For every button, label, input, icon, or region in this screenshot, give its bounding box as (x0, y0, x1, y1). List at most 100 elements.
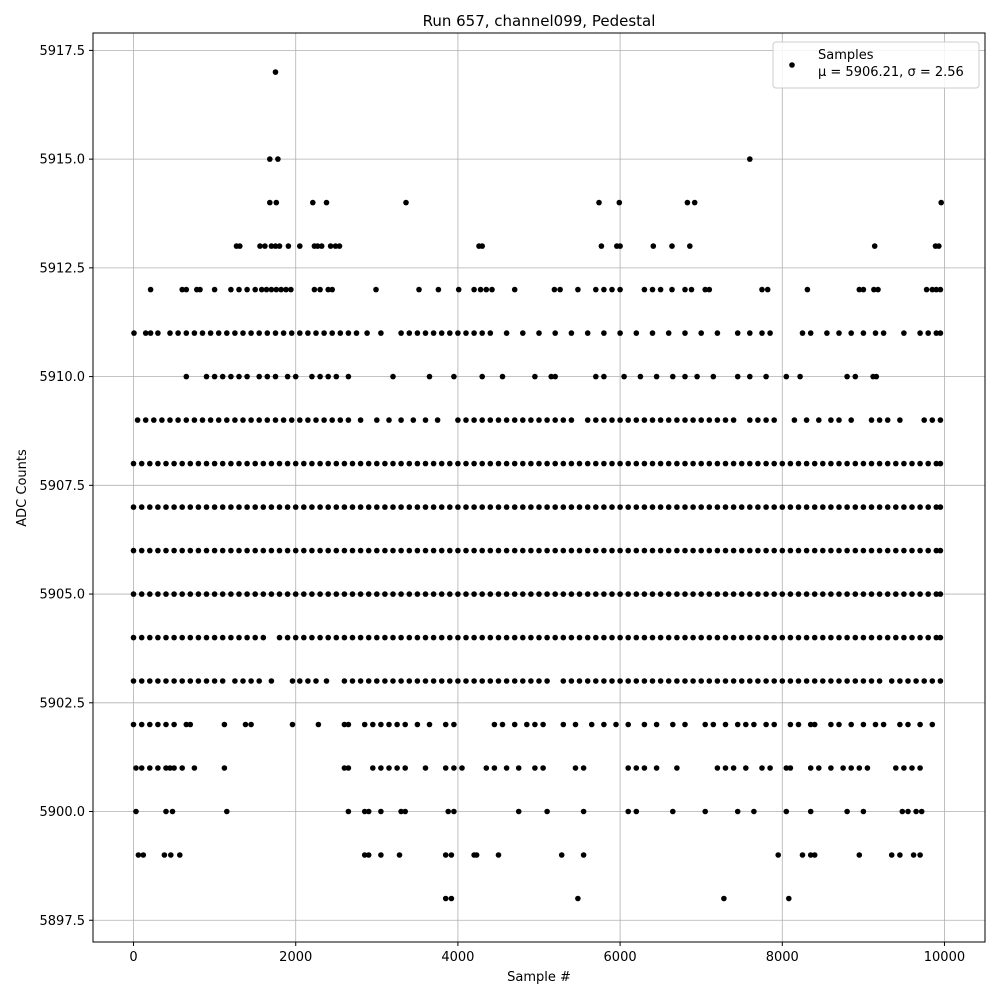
data-point (787, 765, 794, 771)
data-point (575, 286, 581, 293)
data-point (738, 547, 745, 554)
data-point (301, 591, 307, 597)
data-point (406, 547, 413, 554)
data-point (682, 591, 688, 597)
data-point (463, 504, 469, 510)
data-point (325, 286, 332, 293)
data-point (795, 504, 802, 510)
data-point (848, 721, 854, 728)
data-point (856, 765, 863, 771)
data-point (593, 591, 599, 597)
data-point (175, 330, 181, 336)
data-point (641, 547, 648, 554)
data-point (536, 591, 542, 597)
data-point (491, 721, 498, 728)
data-point (876, 504, 883, 510)
data-point (706, 286, 713, 293)
data-point (576, 460, 583, 467)
data-point (803, 634, 810, 641)
data-point (706, 591, 713, 597)
data-point (138, 721, 145, 728)
data-point (860, 330, 867, 336)
data-point (783, 808, 790, 815)
data-point (273, 199, 280, 206)
data-point (382, 547, 388, 554)
data-point (414, 678, 421, 684)
data-point (674, 547, 680, 554)
data-point (584, 417, 591, 423)
data-point (394, 721, 400, 728)
data-point (682, 373, 688, 380)
data-point (674, 765, 680, 771)
data-point (641, 460, 648, 467)
data-point (714, 330, 721, 336)
data-point (674, 591, 680, 597)
data-point (177, 852, 183, 858)
data-point (665, 330, 672, 336)
data-point (236, 373, 242, 380)
data-point (860, 286, 867, 293)
data-point (682, 417, 688, 423)
data-point (763, 504, 769, 510)
data-point (276, 504, 283, 510)
data-point (828, 460, 834, 467)
data-point (747, 373, 753, 380)
data-point (390, 547, 396, 554)
data-point (828, 721, 834, 728)
data-point (487, 460, 494, 467)
data-point (228, 591, 234, 597)
data-point (142, 417, 149, 423)
data-point (791, 417, 798, 423)
data-point (276, 591, 283, 597)
data-point (422, 460, 429, 467)
data-point (382, 460, 388, 467)
data-point (451, 765, 457, 771)
data-point (402, 721, 409, 728)
data-point (868, 591, 875, 597)
data-point (311, 286, 318, 293)
data-point (221, 765, 228, 771)
data-point (398, 460, 404, 467)
data-point (860, 808, 867, 815)
data-point (657, 460, 664, 467)
data-point (730, 547, 737, 554)
data-point (203, 678, 210, 684)
data-point (875, 286, 881, 293)
data-point (382, 504, 388, 510)
data-point (893, 547, 899, 554)
data-point (252, 591, 258, 597)
data-point (536, 504, 542, 510)
data-point (844, 634, 850, 641)
data-point (396, 852, 403, 858)
data-point (722, 765, 729, 771)
data-point (434, 417, 441, 423)
data-point (370, 721, 376, 728)
data-point (747, 547, 753, 554)
data-point (197, 286, 203, 293)
data-point (365, 504, 372, 510)
y-tick-label: 5910.0 (40, 370, 86, 385)
data-point (852, 591, 859, 597)
data-point (917, 330, 923, 336)
data-point (714, 417, 721, 423)
data-point (244, 547, 250, 554)
data-point (455, 591, 461, 597)
data-point (738, 591, 745, 597)
data-point (390, 460, 396, 467)
data-point (438, 678, 445, 684)
data-point (584, 330, 591, 336)
data-point (171, 721, 177, 728)
data-point (824, 330, 830, 336)
data-point (203, 547, 210, 554)
data-point (921, 678, 927, 684)
data-point (568, 678, 575, 684)
data-point (142, 330, 149, 336)
data-point (868, 547, 875, 554)
data-point (588, 721, 595, 728)
data-point (755, 460, 761, 467)
data-point (511, 504, 518, 510)
data-point (593, 634, 599, 641)
data-point (868, 504, 875, 510)
data-point (779, 678, 786, 684)
data-point (398, 808, 404, 815)
